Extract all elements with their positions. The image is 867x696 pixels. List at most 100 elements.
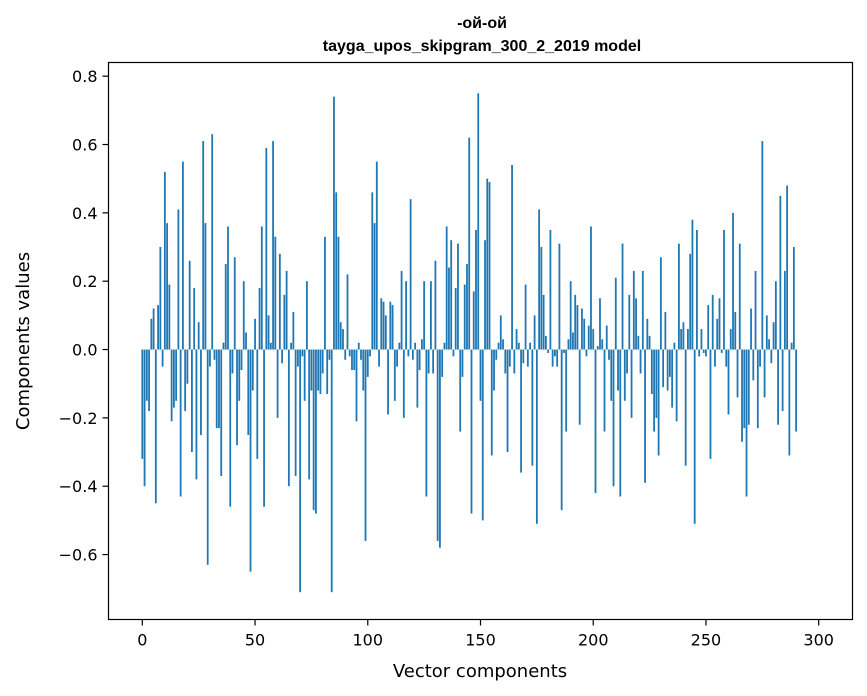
- bar: [657, 349, 660, 456]
- x-tick-label: 200: [578, 631, 609, 650]
- bar: [409, 199, 412, 350]
- bar: [166, 223, 169, 350]
- bar: [321, 349, 324, 374]
- bar: [716, 318, 719, 350]
- bar: [612, 349, 615, 487]
- bar: [375, 161, 378, 350]
- bar: [220, 349, 223, 476]
- bar: [366, 349, 369, 377]
- bar: [610, 349, 613, 401]
- bar: [668, 349, 671, 377]
- bar: [671, 349, 674, 408]
- bar: [148, 349, 150, 412]
- bar: [389, 301, 392, 350]
- bar: [459, 349, 462, 432]
- bar: [443, 342, 446, 350]
- bar: [709, 349, 712, 459]
- x-tick-label: 250: [691, 631, 722, 650]
- bar: [673, 342, 676, 350]
- bar: [662, 349, 665, 388]
- bar: [619, 349, 622, 497]
- bar: [774, 281, 777, 350]
- bar: [362, 349, 365, 391]
- bar: [274, 236, 277, 350]
- bar: [635, 298, 637, 350]
- bar: [538, 209, 541, 350]
- bar: [639, 349, 642, 374]
- chart-title: -ой-ой: [457, 15, 507, 32]
- bar: [777, 349, 779, 425]
- bar: [790, 342, 793, 350]
- bar: [227, 226, 229, 350]
- bar: [756, 349, 759, 429]
- bar: [258, 288, 261, 350]
- bar: [263, 349, 265, 507]
- bar: [269, 342, 272, 350]
- bar: [163, 171, 166, 350]
- bar: [398, 342, 401, 350]
- bar: [783, 270, 786, 350]
- bar: [200, 349, 202, 435]
- bar: [554, 349, 556, 357]
- y-tick-label: −0.2: [59, 409, 98, 428]
- bar: [529, 342, 531, 350]
- y-axis-label: Components values: [13, 252, 34, 430]
- bar: [475, 229, 477, 350]
- bar: [563, 349, 565, 353]
- y-tick-label: 0.8: [72, 67, 97, 86]
- bar: [576, 305, 579, 350]
- bar: [750, 308, 752, 350]
- bar: [578, 349, 581, 425]
- bar: [416, 349, 419, 408]
- bar: [355, 349, 358, 422]
- bar: [682, 322, 685, 350]
- bar: [711, 294, 714, 350]
- bar: [592, 329, 595, 350]
- bar: [328, 349, 331, 360]
- bar: [371, 192, 374, 350]
- bar: [143, 349, 146, 487]
- bar: [445, 226, 448, 350]
- bar: [768, 339, 770, 350]
- bar: [430, 281, 432, 350]
- bar: [448, 267, 450, 350]
- bar: [335, 192, 338, 350]
- bar: [285, 270, 288, 350]
- bar: [296, 349, 299, 367]
- bar: [788, 349, 791, 456]
- x-tick-label: 150: [465, 631, 496, 650]
- bar: [357, 342, 360, 350]
- bar: [175, 349, 178, 401]
- bar: [186, 349, 189, 384]
- bar: [315, 349, 317, 514]
- bar: [517, 342, 520, 350]
- bar: [630, 349, 633, 418]
- bar: [556, 349, 559, 367]
- bar: [434, 260, 437, 350]
- bar: [608, 349, 610, 360]
- y-tick-label: 0.0: [72, 341, 97, 360]
- bar: [407, 349, 410, 357]
- bar: [569, 281, 572, 350]
- bar: [193, 288, 196, 350]
- bar: [725, 349, 728, 367]
- bar: [229, 349, 232, 507]
- bar: [294, 349, 297, 476]
- bar: [729, 329, 732, 350]
- bar: [720, 349, 723, 353]
- bar: [693, 349, 696, 524]
- bar: [772, 322, 775, 350]
- bar: [353, 349, 356, 371]
- bar: [542, 294, 545, 350]
- bar: [145, 349, 148, 401]
- bar: [402, 349, 405, 418]
- bar: [177, 209, 180, 350]
- bar: [763, 349, 766, 398]
- bar: [218, 349, 220, 429]
- bar: [272, 141, 274, 350]
- bar: [520, 349, 522, 473]
- bar: [732, 212, 734, 350]
- bar: [256, 349, 259, 459]
- bar: [646, 318, 649, 350]
